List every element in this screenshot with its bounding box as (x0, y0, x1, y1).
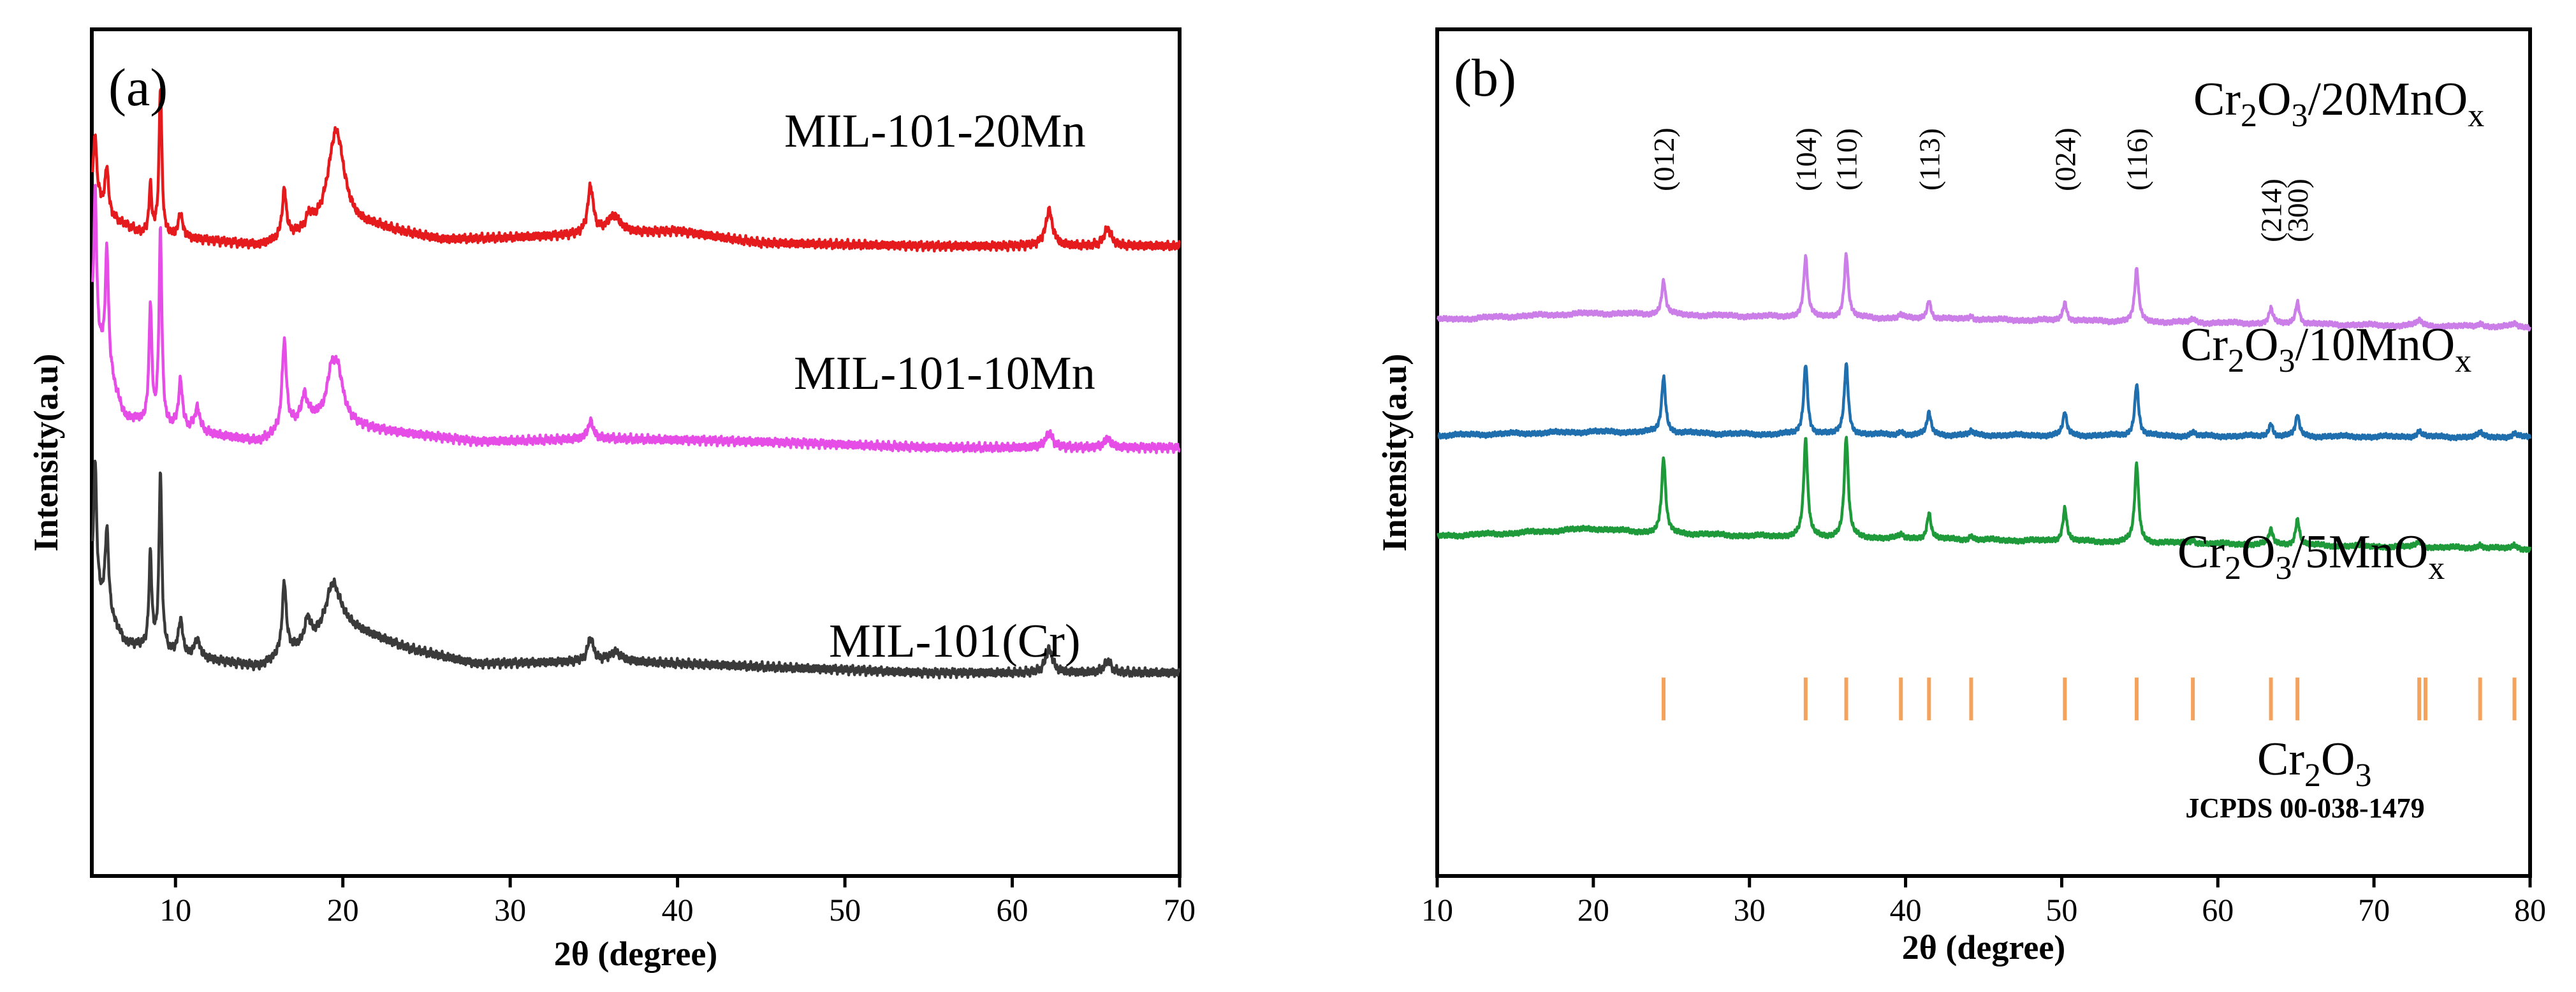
hkl-label-116: (116) (2121, 128, 2153, 191)
panel-a-series (91, 88, 1182, 680)
panel-a: 10 20 30 40 50 60 70 (a) MIL-101-20Mn MIL-101-… (27, 27, 1196, 973)
hkl-label-024: (024) (2049, 128, 2081, 191)
a-x-tick-label-40: 40 (662, 892, 694, 928)
series-line-cr2o3-20mnox (1436, 252, 2531, 332)
series-label-mil101-cr: MIL-101(Cr) (829, 615, 1081, 667)
hkl-label-012: (012) (1648, 128, 1680, 191)
a-x-tick-label-60: 60 (997, 892, 1028, 928)
series-line-mil-101-cr (91, 460, 1181, 680)
series-line-cr2o3-5mnox (1436, 435, 2532, 553)
panel-a-frame (90, 27, 1182, 878)
b-x-tick-label-40: 40 (1890, 892, 1922, 928)
a-x-tick-label-70: 70 (1164, 892, 1196, 928)
hkl-label-110: (110) (1831, 128, 1863, 191)
hkl-labels: (012) (104) (110) (113) (024) (116) (214)(300) (1648, 128, 2314, 242)
hkl-label-214: (214) (2255, 179, 2288, 242)
b-x-tick-label-20: 20 (1577, 892, 1609, 928)
b-x-tick-label-30: 30 (1734, 892, 1766, 928)
series-line-cr2o3-10mnox (1437, 362, 2532, 442)
series-label-mil101-20mn: MIL-101-20Mn (784, 105, 1086, 157)
b-x-tick-label-10: 10 (1421, 892, 1453, 928)
b-x-tick-label-60: 60 (2202, 892, 2234, 928)
panel-b: 10 20 30 40 50 60 70 80 (012) (104) (110) (113) (02… (1375, 27, 2546, 966)
panel-b-y-label: Intensity(a.u) (1375, 354, 1414, 552)
reference-label-cr2o3: Cr2O3 (2257, 733, 2371, 794)
panel-b-frame (1435, 27, 2532, 878)
panel-b-series (1436, 252, 2532, 553)
panel-a-label: (a) (108, 58, 168, 117)
series-line-mil-101-10mn (91, 184, 1181, 455)
series-label-cr2o3-10mnox: Cr2O3/10MnOx (2181, 319, 2471, 379)
a-x-tick-label-30: 30 (494, 892, 526, 928)
b-x-tick-label-50: 50 (2045, 892, 2077, 928)
b-x-tick-label-80: 80 (2514, 892, 2546, 928)
reference-pattern (1662, 677, 2517, 720)
panel-b-label: (b) (1454, 48, 1516, 108)
a-x-tick-label-10: 10 (159, 892, 191, 928)
hkl-label-300: (300) (2281, 179, 2314, 242)
hkl-label-113: (113) (1913, 128, 1945, 191)
series-label-cr2o3-20mnox: Cr2O3/20MnOx (2193, 73, 2484, 134)
series-label-mil101-10mn: MIL-101-10Mn (794, 347, 1095, 400)
series-label-cr2o3-5mnox: Cr2O3/5MnOx (2177, 526, 2445, 587)
panel-a-y-label: Intensity(a.u) (27, 354, 65, 552)
reference-card-number: JCPDS 00-038-1479 (2185, 792, 2424, 824)
a-x-tick-label-50: 50 (829, 892, 861, 928)
panel-b-x-ticks: 10 20 30 40 50 60 70 80 (1421, 876, 2546, 928)
panel-a-x-label: 2θ (degree) (554, 935, 718, 973)
panel-a-x-ticks: 10 20 30 40 50 60 70 (159, 876, 1196, 928)
panel-b-x-label: 2θ (degree) (1902, 928, 2066, 966)
series-line-mil-101-20mn (91, 88, 1182, 253)
hkl-label-104: (104) (1790, 128, 1822, 191)
a-x-tick-label-20: 20 (327, 892, 359, 928)
b-x-tick-label-70: 70 (2358, 892, 2390, 928)
